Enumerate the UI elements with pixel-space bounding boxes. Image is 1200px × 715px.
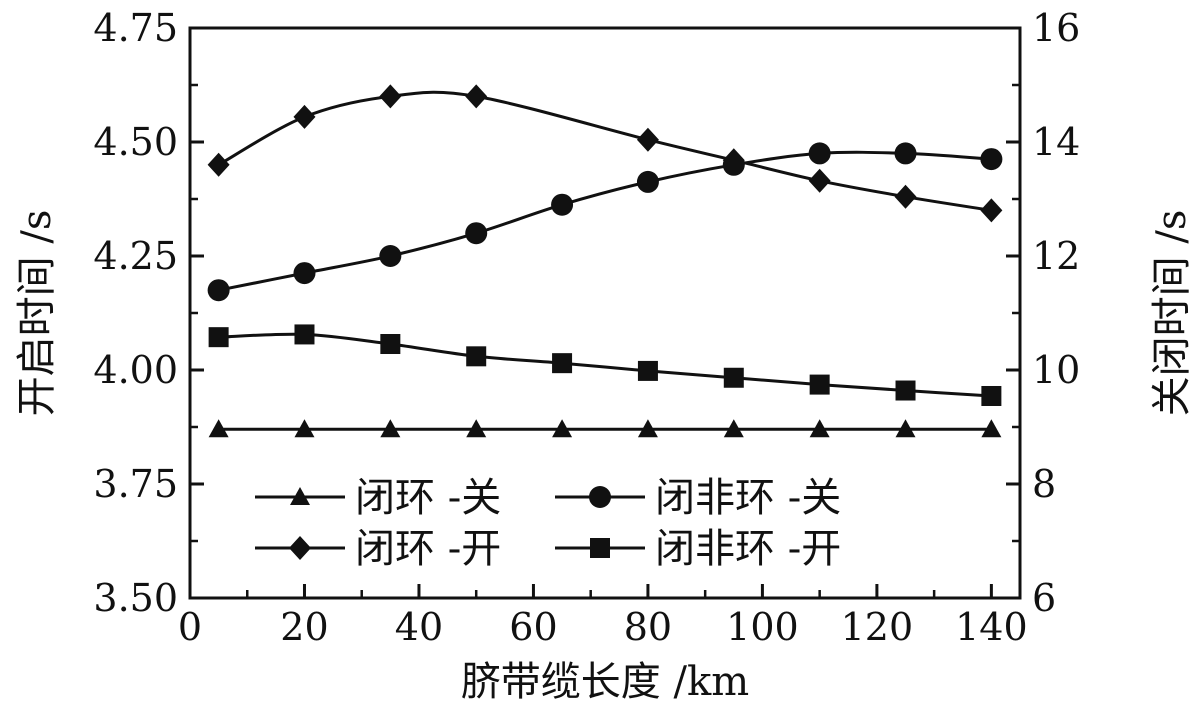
legend: 闭环 -关 闭非环 -关闭环 -开 闭非环 -开	[255, 475, 841, 572]
x-tick-label: 80	[624, 605, 672, 649]
series-4-point	[208, 327, 229, 348]
legend-marker	[589, 486, 611, 508]
series-3-point	[894, 184, 917, 209]
right-y-tick-label: 10	[1032, 348, 1080, 392]
legend-marker	[290, 487, 310, 505]
legend-item: 闭非环 -关	[555, 475, 841, 521]
series-2-point	[894, 142, 917, 165]
legend-marker	[590, 538, 610, 558]
axis-ticks	[188, 26, 1020, 600]
x-tick-label: 40	[395, 605, 443, 649]
series-2-point	[636, 170, 659, 193]
series-lines	[217, 90, 992, 431]
legend-item: 闭环 -关	[255, 475, 501, 521]
series-4-point	[895, 380, 916, 401]
series-1-point	[637, 419, 658, 438]
right-y-tick-label: 6	[1032, 576, 1056, 620]
legend-label: 闭非环 -开	[655, 526, 841, 572]
series-1-point	[552, 419, 573, 438]
left-y-tick-label: 4.00	[93, 348, 178, 392]
series-2-point	[980, 148, 1003, 171]
x-tick-label: 0	[178, 605, 202, 649]
series-2-point	[808, 142, 831, 165]
series-3-point	[207, 152, 230, 177]
series-3-point	[465, 84, 488, 109]
series-1-point	[723, 419, 744, 438]
series-1-point	[294, 419, 315, 438]
series-1-point	[895, 419, 916, 438]
series-4-point	[981, 385, 1002, 406]
series-4-point	[466, 346, 487, 367]
series-4-line	[218, 332, 992, 398]
series-4-point	[552, 353, 573, 374]
legend-label: 闭环 -开	[355, 526, 501, 572]
tick-labels: 0 20 40 60 80 100 120 140 3.50 3.75 4.00 4.25 4.50 4.…	[93, 6, 1080, 649]
series-4-point	[380, 334, 401, 355]
legend-item: 闭非环 -开	[555, 526, 841, 572]
x-tick-label: 20	[280, 605, 328, 649]
x-axis-title: 脐带缆长度 /km	[461, 659, 749, 705]
x-tick-label: 140	[955, 605, 1028, 649]
left-y-tick-label: 3.75	[93, 462, 178, 506]
legend-label: 闭环 -关	[355, 475, 501, 521]
right-y-tick-label: 12	[1032, 234, 1080, 278]
legend-label: 闭非环 -关	[655, 475, 841, 521]
series-3-point	[293, 104, 316, 129]
right-y-tick-label: 16	[1032, 6, 1080, 50]
legend-marker	[289, 536, 311, 560]
series-3-point	[722, 148, 745, 173]
left-y-tick-label: 3.50	[93, 576, 178, 620]
series-3-point	[636, 127, 659, 152]
series-markers	[207, 84, 1003, 438]
series-2-point	[379, 245, 402, 267]
series-1-point	[981, 419, 1002, 438]
series-2-line	[218, 150, 992, 292]
series-3-line	[217, 90, 992, 212]
left-y-axis-title: 开启时间 /s	[14, 210, 60, 417]
x-tick-label: 100	[726, 605, 799, 649]
right-y-tick-label: 8	[1032, 462, 1056, 506]
series-4-point	[637, 360, 658, 381]
series-1-point	[466, 419, 487, 438]
x-tick-label: 120	[841, 605, 914, 649]
right-y-tick-label: 14	[1032, 120, 1080, 164]
series-1-point	[208, 419, 229, 438]
series-1-point	[809, 419, 830, 438]
series-1-point	[380, 419, 401, 438]
legend-item: 闭环 -开	[255, 526, 501, 572]
series-3-point	[980, 198, 1003, 223]
left-y-tick-label: 4.50	[93, 120, 178, 164]
series-4-point	[723, 367, 744, 388]
left-y-tick-label: 4.75	[93, 6, 178, 50]
left-y-tick-label: 4.25	[93, 234, 178, 278]
series-2-point	[207, 279, 230, 302]
series-2-point	[293, 262, 316, 285]
series-3-point	[808, 168, 831, 193]
series-3-point	[379, 84, 402, 109]
right-y-axis-title: 关闭时间 /s	[1149, 210, 1195, 417]
series-2-point	[465, 222, 488, 245]
series-4-point	[294, 324, 315, 345]
x-tick-label: 60	[509, 605, 557, 649]
series-2-point	[551, 193, 574, 216]
series-4-point	[809, 374, 830, 395]
